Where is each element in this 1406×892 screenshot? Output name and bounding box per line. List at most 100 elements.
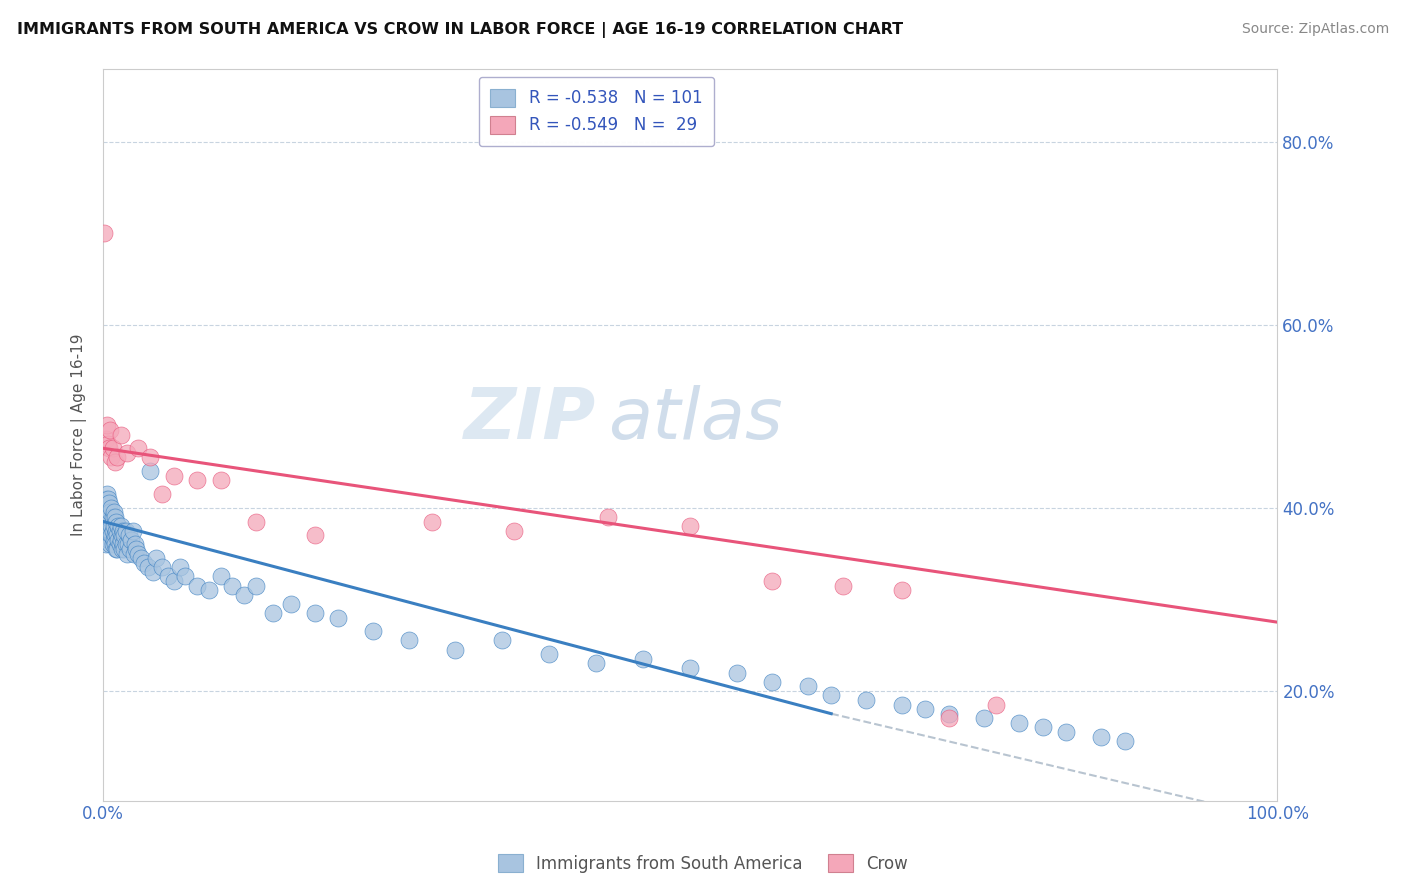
- Point: [326, 610, 349, 624]
- Point: [679, 519, 702, 533]
- Point: [304, 528, 326, 542]
- Point: [174, 569, 197, 583]
- Point: [105, 528, 128, 542]
- Point: [444, 642, 467, 657]
- Point: [114, 537, 136, 551]
- Point: [263, 606, 285, 620]
- Point: [679, 661, 702, 675]
- Point: [141, 565, 163, 579]
- Point: [361, 624, 384, 639]
- Point: [169, 560, 191, 574]
- Point: [156, 569, 179, 583]
- Text: IMMIGRANTS FROM SOUTH AMERICA VS CROW IN LABOR FORCE | AGE 16-19 CORRELATION CHA: IMMIGRANTS FROM SOUTH AMERICA VS CROW IN…: [17, 22, 903, 38]
- Text: atlas: atlas: [609, 385, 783, 454]
- Point: [98, 496, 121, 510]
- Point: [101, 510, 124, 524]
- Point: [914, 702, 936, 716]
- Point: [103, 505, 125, 519]
- Point: [890, 583, 912, 598]
- Point: [98, 442, 121, 456]
- Point: [98, 423, 121, 437]
- Point: [100, 528, 122, 542]
- Point: [1032, 720, 1054, 734]
- Point: [105, 524, 128, 538]
- Point: [104, 455, 127, 469]
- Point: [94, 515, 117, 529]
- Point: [101, 442, 124, 456]
- Point: [209, 473, 232, 487]
- Point: [120, 541, 142, 556]
- Point: [98, 524, 121, 538]
- Point: [115, 547, 138, 561]
- Point: [150, 487, 173, 501]
- Text: Source: ZipAtlas.com: Source: ZipAtlas.com: [1241, 22, 1389, 37]
- Point: [114, 524, 136, 538]
- Point: [96, 505, 118, 519]
- Point: [398, 633, 420, 648]
- Point: [855, 693, 877, 707]
- Point: [97, 528, 120, 542]
- Point: [111, 541, 134, 556]
- Point: [110, 519, 132, 533]
- Point: [761, 574, 783, 588]
- Point: [832, 578, 855, 592]
- Point: [245, 578, 267, 592]
- Point: [120, 533, 142, 547]
- Point: [98, 533, 121, 547]
- Point: [96, 487, 118, 501]
- Legend: R = -0.538   N = 101, R = -0.549   N =  29: R = -0.538 N = 101, R = -0.549 N = 29: [478, 77, 714, 146]
- Point: [245, 515, 267, 529]
- Point: [122, 547, 145, 561]
- Point: [820, 689, 842, 703]
- Point: [1054, 725, 1077, 739]
- Point: [105, 450, 128, 465]
- Point: [101, 524, 124, 538]
- Point: [150, 560, 173, 574]
- Point: [221, 578, 243, 592]
- Point: [103, 519, 125, 533]
- Point: [110, 427, 132, 442]
- Point: [94, 491, 117, 506]
- Point: [761, 674, 783, 689]
- Point: [97, 510, 120, 524]
- Point: [129, 551, 152, 566]
- Point: [280, 597, 302, 611]
- Point: [304, 606, 326, 620]
- Point: [984, 698, 1007, 712]
- Point: [890, 698, 912, 712]
- Point: [796, 679, 818, 693]
- Y-axis label: In Labor Force | Age 16-19: In Labor Force | Age 16-19: [72, 334, 87, 536]
- Point: [1114, 734, 1136, 748]
- Point: [112, 528, 135, 542]
- Point: [117, 537, 139, 551]
- Point: [112, 524, 135, 538]
- Point: [104, 510, 127, 524]
- Point: [163, 574, 186, 588]
- Point: [107, 533, 129, 547]
- Point: [125, 541, 148, 556]
- Point: [96, 519, 118, 533]
- Point: [585, 657, 607, 671]
- Point: [139, 464, 162, 478]
- Point: [136, 560, 159, 574]
- Point: [105, 541, 128, 556]
- Point: [112, 541, 135, 556]
- Point: [98, 537, 121, 551]
- Point: [127, 442, 149, 456]
- Point: [1008, 715, 1031, 730]
- Point: [491, 633, 513, 648]
- Point: [163, 468, 186, 483]
- Point: [97, 436, 120, 450]
- Point: [98, 505, 121, 519]
- Point: [115, 446, 138, 460]
- Point: [1090, 730, 1112, 744]
- Point: [111, 528, 134, 542]
- Point: [598, 510, 620, 524]
- Point: [139, 450, 162, 465]
- Text: ZIP: ZIP: [464, 385, 596, 454]
- Point: [186, 578, 208, 592]
- Point: [233, 588, 256, 602]
- Point: [112, 537, 135, 551]
- Point: [98, 515, 121, 529]
- Point: [97, 491, 120, 506]
